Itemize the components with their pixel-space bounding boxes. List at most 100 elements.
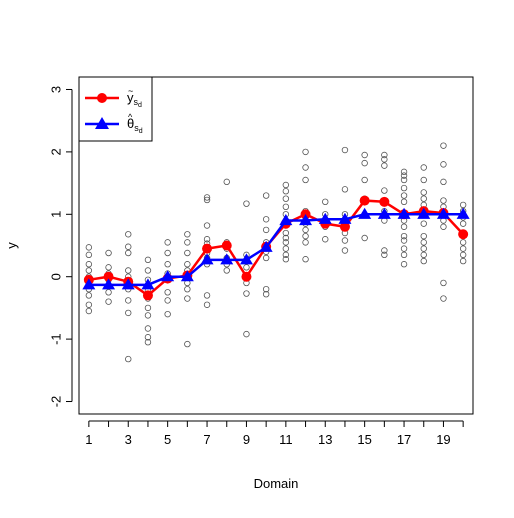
x-tick-label: 19 [436,432,450,447]
scatter-point [223,267,230,274]
legend-accent: ^ [128,112,133,122]
x-tick-label: 17 [397,432,411,447]
scatter-point [105,289,112,296]
scatter-point [420,239,427,246]
scatter-point [243,264,250,271]
scatter-point [420,245,427,252]
y-axis: -2 -1 0 1 2 3 [48,86,73,407]
scatter-point [164,289,171,296]
series-point-y_tilde [221,240,232,251]
scatter-point [164,249,171,257]
scatter-point [302,226,309,234]
scatter-point [262,192,270,199]
scatter-point [184,340,191,348]
scatter-point [440,161,447,168]
scatter-point [361,151,368,159]
legend-entry: ^θsd [85,112,143,135]
scatter-point [302,239,309,246]
scatter-point [125,267,132,274]
legend: ~ysd^θsd [78,76,153,142]
scatter-point [282,251,290,259]
legend-subscript: s [134,97,139,107]
scatter-point [203,292,211,299]
y-tick-label: 2 [48,148,63,155]
series-point-theta_hat [279,214,293,226]
scatter-point [302,256,309,263]
series-point-theta_hat [338,212,352,224]
scatter-point [381,247,388,254]
scatter-point [400,198,408,206]
series-point-theta_hat [417,207,431,219]
scatter-point [381,187,388,194]
scatter-point [164,297,171,304]
series-theta_hat [82,207,470,290]
series-point-y_tilde [339,221,350,232]
scatter-point [440,295,447,302]
scatter-point [203,196,211,204]
x-tick-label: 7 [203,432,210,447]
x-tick-label: 3 [125,432,132,447]
scatter-point [125,355,132,363]
series-point-theta_hat [200,253,214,265]
scatter-point [203,194,211,201]
legend-symbol: θ [127,116,134,131]
scatter-point [440,279,447,287]
scatter-point [144,304,152,312]
scatter-point [341,237,349,244]
legend-subscript: s [134,123,139,133]
legend-accent: ~ [128,86,133,96]
scatter-point [440,142,447,149]
scatter-point [459,239,467,246]
scatter-point [420,164,427,171]
scatter-point [144,334,152,341]
scatter-point [282,245,290,252]
scatter-point [282,203,290,211]
plot-frame [78,76,474,415]
series-point-theta_hat [397,207,411,219]
scatter-point [440,197,447,204]
scatter-point [105,264,112,271]
legend-label: ^θsd [127,112,143,135]
legend-box [78,76,153,142]
scatter-point [85,301,93,308]
scatter-point [125,309,132,317]
scatter-point [164,310,171,318]
scatter-point [144,312,152,319]
series-point-y_tilde [359,195,370,206]
series-point-theta_hat [102,278,116,290]
scatter-point [105,249,112,257]
series-point-y_tilde [458,229,469,240]
scatter-point [85,244,93,251]
scatter-point [400,245,408,252]
scatter-point [282,234,290,242]
series-point-theta_hat [220,253,234,265]
scatter-point [302,176,309,184]
scatter-point [400,251,408,259]
scatter-point [184,249,191,257]
scatter-point [125,231,132,238]
scatter-point [381,151,388,159]
x-tick-label: 15 [357,432,371,447]
scatter-point [459,257,467,265]
series-point-theta_hat [358,207,372,219]
series-point-theta_hat [121,278,135,290]
scatter-point [420,232,427,240]
scatter-point [125,243,132,250]
scatter-point [282,181,290,189]
scatter-point [85,251,93,259]
x-tick-label: 1 [85,432,92,447]
scatter-point [282,195,290,202]
scatter-point [341,146,349,154]
scatter-point [400,232,408,240]
scatter-point [85,307,93,315]
scatter-point [459,251,467,259]
scatter-point [361,159,368,167]
scatter-point [85,267,93,274]
scatter-point [85,261,93,268]
x-axis-label: Domain [254,476,299,491]
scatter-point [302,232,309,240]
scatter-point [341,247,349,254]
scatter-point [459,201,467,209]
legend-subsubscript: d [139,128,143,135]
